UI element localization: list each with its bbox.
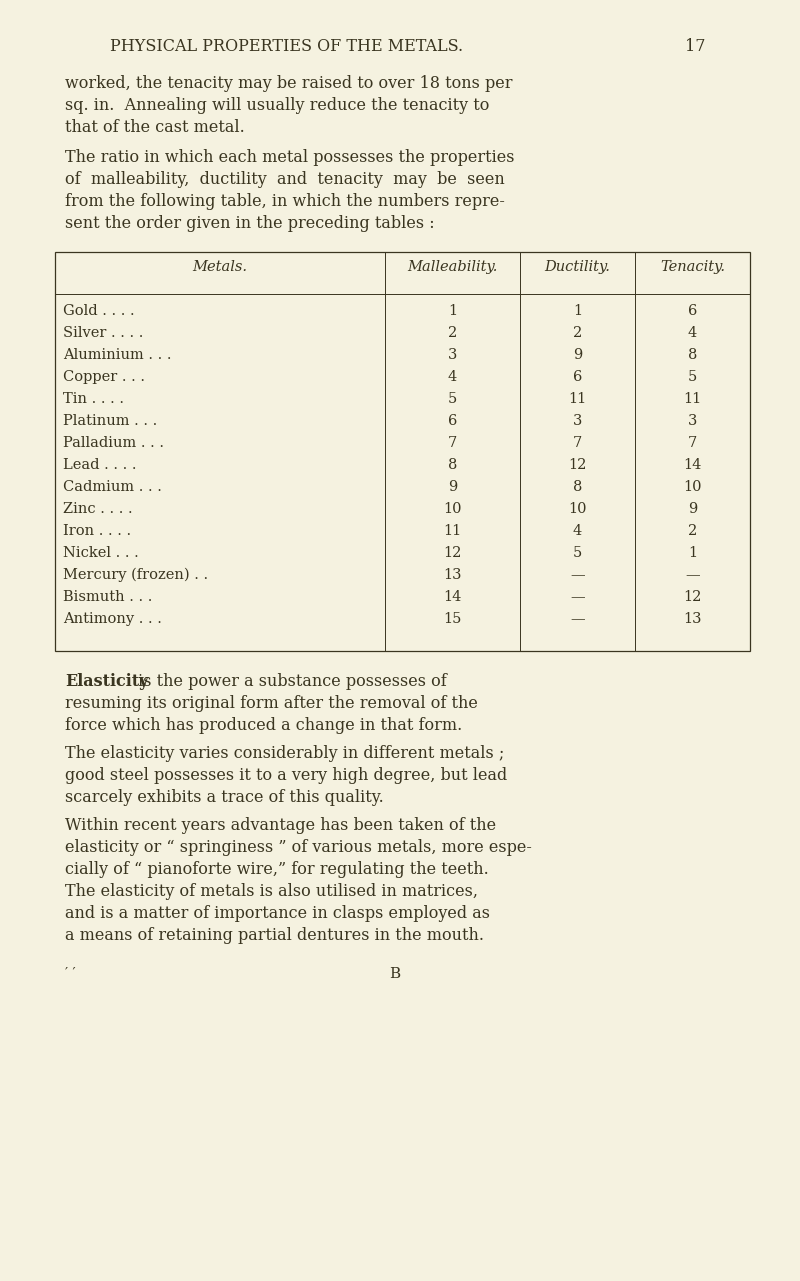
Text: Nickel . . .: Nickel . . . [63, 546, 138, 560]
Text: 12: 12 [443, 546, 462, 560]
Text: 1: 1 [688, 546, 697, 560]
Text: 17: 17 [685, 38, 706, 55]
Text: Iron . . . .: Iron . . . . [63, 524, 131, 538]
Text: 3: 3 [573, 414, 582, 428]
Text: 1: 1 [573, 304, 582, 318]
Text: 8: 8 [573, 480, 582, 494]
Text: Ductility.: Ductility. [545, 260, 610, 274]
Text: of  malleability,  ductility  and  tenacity  may  be  seen: of malleability, ductility and tenacity … [65, 170, 505, 188]
Text: 14: 14 [683, 459, 702, 471]
Text: —: — [570, 612, 585, 626]
Text: Malleability.: Malleability. [407, 260, 498, 274]
Text: and is a matter of importance in clasps employed as: and is a matter of importance in clasps … [65, 904, 490, 922]
Text: 2: 2 [573, 325, 582, 339]
Text: Copper . . .: Copper . . . [63, 370, 145, 384]
Text: that of the cast metal.: that of the cast metal. [65, 119, 245, 136]
Text: resuming its original form after the removal of the: resuming its original form after the rem… [65, 696, 478, 712]
Text: scarcely exhibits a trace of this quality.: scarcely exhibits a trace of this qualit… [65, 789, 384, 806]
Text: Platinum . . .: Platinum . . . [63, 414, 158, 428]
Text: 2: 2 [448, 325, 457, 339]
Text: The elasticity varies considerably in different metals ;: The elasticity varies considerably in di… [65, 746, 504, 762]
Text: PHYSICAL PROPERTIES OF THE METALS.: PHYSICAL PROPERTIES OF THE METALS. [110, 38, 463, 55]
Text: sent the order given in the preceding tables :: sent the order given in the preceding ta… [65, 215, 434, 232]
Text: is the power a substance possesses of: is the power a substance possesses of [133, 673, 446, 690]
Text: 8: 8 [448, 459, 457, 471]
Text: 6: 6 [448, 414, 457, 428]
Text: 3: 3 [688, 414, 697, 428]
Text: 7: 7 [448, 436, 457, 450]
Text: 5: 5 [448, 392, 457, 406]
Text: 11: 11 [568, 392, 586, 406]
Text: Mercury (frozen) . .: Mercury (frozen) . . [63, 567, 208, 583]
Text: 9: 9 [573, 348, 582, 363]
Text: 7: 7 [688, 436, 697, 450]
Text: Lead . . . .: Lead . . . . [63, 459, 137, 471]
Text: 4: 4 [688, 325, 697, 339]
Text: a means of retaining partial dentures in the mouth.: a means of retaining partial dentures in… [65, 927, 484, 944]
Text: Aluminium . . .: Aluminium . . . [63, 348, 171, 363]
Text: 10: 10 [568, 502, 586, 516]
Text: 14: 14 [443, 591, 462, 605]
Text: from the following table, in which the numbers repre-: from the following table, in which the n… [65, 193, 505, 210]
Text: sq. in.  Annealing will usually reduce the tenacity to: sq. in. Annealing will usually reduce th… [65, 97, 490, 114]
Text: Cadmium . . .: Cadmium . . . [63, 480, 162, 494]
Text: force which has produced a change in that form.: force which has produced a change in tha… [65, 717, 462, 734]
Text: 2: 2 [688, 524, 697, 538]
Text: Gold . . . .: Gold . . . . [63, 304, 134, 318]
Text: Zinc . . . .: Zinc . . . . [63, 502, 133, 516]
Bar [55, 252, 750, 651]
Text: —: — [570, 567, 585, 582]
Text: elasticity or “ springiness ” of various metals, more espe-: elasticity or “ springiness ” of various… [65, 839, 532, 856]
Text: 5: 5 [573, 546, 582, 560]
Text: —: — [685, 567, 700, 582]
Text: 12: 12 [683, 591, 702, 605]
Text: 4: 4 [448, 370, 457, 384]
Text: 1: 1 [448, 304, 457, 318]
Text: —: — [570, 591, 585, 605]
Text: Elasticity: Elasticity [65, 673, 148, 690]
Text: 15: 15 [443, 612, 462, 626]
Text: Tin . . . .: Tin . . . . [63, 392, 124, 406]
Text: 10: 10 [683, 480, 702, 494]
Text: 9: 9 [688, 502, 697, 516]
Text: 3: 3 [448, 348, 457, 363]
Text: 12: 12 [568, 459, 586, 471]
Text: Antimony . . .: Antimony . . . [63, 612, 162, 626]
Text: 4: 4 [573, 524, 582, 538]
Text: 6: 6 [573, 370, 582, 384]
Text: 7: 7 [573, 436, 582, 450]
Text: 6: 6 [688, 304, 697, 318]
Text: 5: 5 [688, 370, 697, 384]
Text: Tenacity.: Tenacity. [660, 260, 725, 274]
Text: B: B [390, 967, 401, 981]
Text: good steel possesses it to a very high degree, but lead: good steel possesses it to a very high d… [65, 767, 507, 784]
Text: Silver . . . .: Silver . . . . [63, 325, 143, 339]
Text: The ratio in which each metal possesses the properties: The ratio in which each metal possesses … [65, 149, 514, 167]
Text: The elasticity of metals is also utilised in matrices,: The elasticity of metals is also utilise… [65, 883, 478, 901]
Text: 9: 9 [448, 480, 457, 494]
Text: Bismuth . . .: Bismuth . . . [63, 591, 152, 605]
Text: 8: 8 [688, 348, 697, 363]
Text: 10: 10 [443, 502, 462, 516]
Text: ′ ′: ′ ′ [65, 967, 76, 981]
Text: 11: 11 [443, 524, 462, 538]
Text: Within recent years advantage has been taken of the: Within recent years advantage has been t… [65, 817, 496, 834]
Text: 13: 13 [443, 567, 462, 582]
Text: worked, the tenacity may be raised to over 18 tons per: worked, the tenacity may be raised to ov… [65, 76, 513, 92]
Text: 11: 11 [683, 392, 702, 406]
Text: 13: 13 [683, 612, 702, 626]
Text: cially of “ pianoforte wire,” for regulating the teeth.: cially of “ pianoforte wire,” for regula… [65, 861, 489, 877]
Text: Palladium . . .: Palladium . . . [63, 436, 164, 450]
Text: Metals.: Metals. [193, 260, 247, 274]
